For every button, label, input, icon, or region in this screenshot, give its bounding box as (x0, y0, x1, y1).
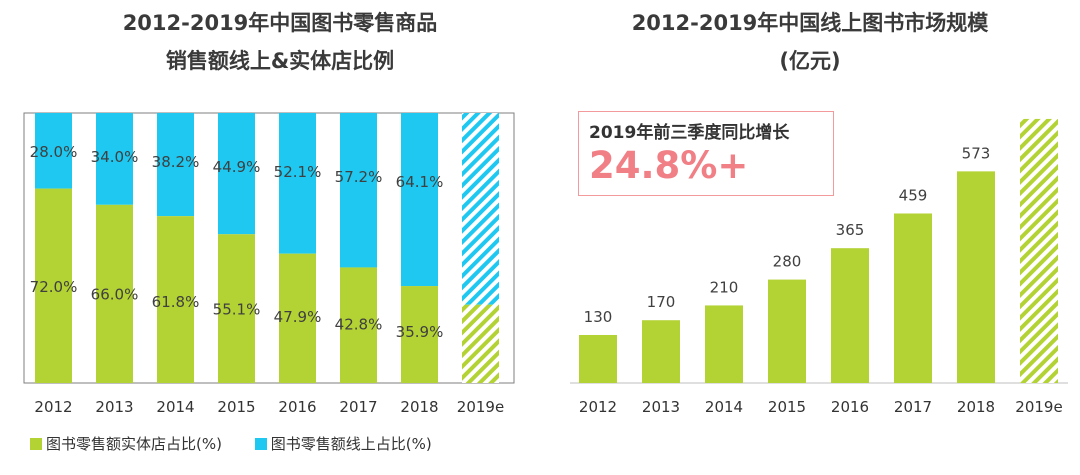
right-bar-2013 (642, 320, 680, 383)
growth-callout-value: 24.8%+ (589, 144, 749, 187)
left-bar-offline-2018 (401, 286, 438, 383)
right-bar-2015 (768, 279, 806, 383)
left-bar-online-2019e (462, 113, 499, 305)
right-bar-2017 (894, 213, 932, 383)
right-bar-2012 (579, 334, 617, 383)
right-x-tick-2014: 2014 (705, 398, 743, 416)
left-label-online-2018: 64.1% (396, 173, 444, 191)
left-bar-online-2013 (96, 113, 133, 205)
right-bar-label-2016: 365 (836, 221, 865, 239)
left-label-offline-2016: 47.9% (274, 308, 322, 326)
legend-swatch-offline (30, 438, 42, 450)
right-chart-title-line1: 2012-2019年中国线上图书市场规模 (631, 11, 989, 35)
right-x-tick-2015: 2015 (768, 398, 806, 416)
left-x-tick-2019e: 2019e (457, 398, 504, 416)
left-bar-offline-2012 (35, 188, 72, 383)
left-label-offline-2014: 61.8% (152, 293, 200, 311)
right-x-tick-2019e: 2019e (1015, 398, 1062, 416)
right-bar-label-2014: 210 (710, 278, 739, 296)
right-x-tick-2018: 2018 (957, 398, 995, 416)
left-chart-title: 2012-2019年中国图书零售商品 销售额线上&实体店比例 (40, 4, 520, 80)
left-x-tick-2015: 2015 (217, 398, 255, 416)
right-bar-label-2012: 130 (584, 308, 613, 326)
right-bar-2019e (1020, 118, 1058, 383)
right-bar-2016 (831, 248, 869, 383)
left-bar-offline-2017 (340, 267, 377, 383)
right-bar-label-2013: 170 (647, 293, 676, 311)
left-bar-offline-2019e (462, 304, 499, 383)
left-label-online-2016: 52.1% (274, 163, 322, 181)
left-chart-title-line1: 2012-2019年中国图书零售商品 (122, 11, 438, 35)
left-bar-online-2018 (401, 113, 438, 287)
left-label-online-2012: 28.0% (30, 143, 78, 161)
growth-callout: 2019年前三季度同比增长 24.8%+ (578, 111, 834, 196)
right-chart-title: 2012-2019年中国线上图书市场规模 (亿元) (570, 4, 1050, 80)
left-label-offline-2013: 66.0% (91, 286, 139, 304)
left-bar-online-2015 (218, 113, 255, 235)
left-bar-offline-2014 (157, 216, 194, 383)
left-x-tick-2017: 2017 (339, 398, 377, 416)
left-chart-title-line2: 销售额线上&实体店比例 (165, 49, 395, 73)
legend-item-online: 图书零售额线上占比(%) (254, 433, 432, 454)
left-x-tick-2016: 2016 (278, 398, 316, 416)
legend: 图书零售额实体店占比(%) 图书零售额线上占比(%) (30, 433, 460, 454)
left-x-tick-2012: 2012 (34, 398, 72, 416)
left-chart-frame (23, 112, 515, 384)
right-bar-label-2015: 280 (773, 253, 802, 271)
legend-swatch-online (254, 438, 267, 450)
right-bar-label-2017: 459 (899, 186, 928, 204)
left-label-offline-2018: 35.9% (396, 323, 444, 341)
left-bar-offline-2013 (96, 204, 133, 383)
legend-item-offline: 图书零售额实体店占比(%) (30, 433, 222, 454)
right-x-tick-2017: 2017 (894, 398, 932, 416)
left-label-online-2014: 38.2% (152, 153, 200, 171)
left-bar-online-2014 (157, 113, 194, 217)
left-label-online-2015: 44.9% (213, 158, 261, 176)
left-label-online-2013: 34.0% (91, 148, 139, 166)
right-bar-2018 (957, 171, 995, 383)
legend-label-offline: 图书零售额实体店占比(%) (46, 435, 222, 453)
left-x-tick-2018: 2018 (400, 398, 438, 416)
left-bar-offline-2016 (279, 253, 316, 383)
left-x-tick-2014: 2014 (156, 398, 194, 416)
right-chart-title-line2: (亿元) (779, 49, 841, 73)
right-bar-2014 (705, 305, 743, 383)
left-label-offline-2015: 55.1% (213, 301, 261, 319)
left-bar-online-2017 (340, 113, 377, 268)
left-label-online-2017: 57.2% (335, 168, 383, 186)
growth-callout-label: 2019年前三季度同比增长 (589, 123, 790, 143)
right-x-tick-2016: 2016 (831, 398, 869, 416)
left-label-offline-2017: 42.8% (335, 316, 383, 334)
legend-label-online: 图书零售额线上占比(%) (270, 435, 432, 453)
left-bar-online-2016 (279, 113, 316, 254)
right-bar-label-2018: 573 (962, 144, 991, 162)
left-bar-online-2012 (35, 113, 72, 189)
left-bar-offline-2015 (218, 234, 255, 383)
left-x-tick-2013: 2013 (95, 398, 133, 416)
left-label-offline-2012: 72.0% (30, 278, 78, 296)
right-x-tick-2012: 2012 (579, 398, 617, 416)
right-x-tick-2013: 2013 (642, 398, 680, 416)
